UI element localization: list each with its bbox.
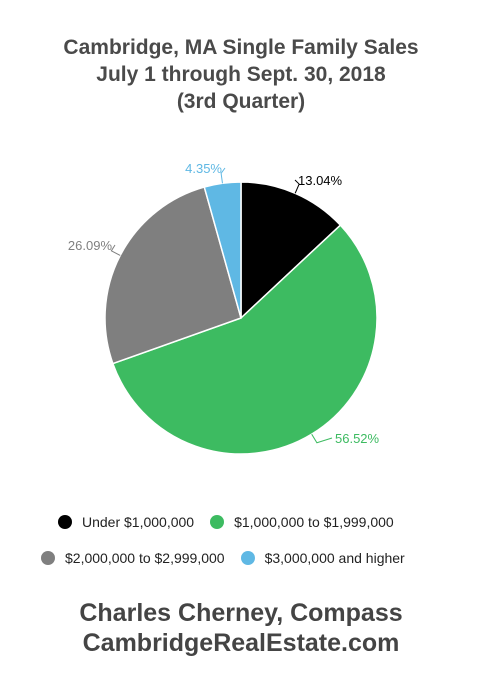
pie-chart: 13.04% 56.52% 26.09% 4.35%	[68, 161, 380, 455]
chart-title-line-3: (3rd Quarter)	[176, 90, 306, 113]
legend-item-1m-2m: $1,000,000 to $1,999,000	[210, 514, 394, 530]
legend-item-2m-3m: $2,000,000 to $2,999,000	[41, 550, 225, 566]
legend-label-3m-plus: $3,000,000 and higher	[264, 550, 405, 566]
leader-line-3	[220, 167, 226, 184]
leader-line-1	[311, 433, 333, 444]
chart-title: Cambridge, MA Single Family Sales July 1…	[0, 34, 482, 115]
chart-title-line-1: Cambridge, MA Single Family Sales	[63, 36, 419, 59]
data-label-1: 56.52%	[335, 431, 380, 446]
pie-slice-0	[240, 181, 342, 320]
legend-item-3m-plus: $3,000,000 and higher	[240, 550, 405, 566]
data-label-3: 4.35%	[185, 161, 222, 176]
footer-credit: Charles Cherney, Compass CambridgeRealEs…	[0, 598, 482, 658]
legend-label-under-1m: Under $1,000,000	[82, 514, 195, 530]
leader-line-0	[294, 179, 300, 194]
legend-swatch-1m-2m	[210, 515, 225, 529]
legend-swatch-2m-3m	[41, 551, 55, 565]
data-label-2: 26.09%	[68, 238, 113, 253]
pie-slice-1	[111, 224, 378, 455]
legend-label-1m-2m: $1,000,000 to $1,999,000	[234, 514, 394, 530]
legend-label-2m-3m: $2,000,000 to $2,999,000	[65, 550, 225, 566]
legend-swatch-3m-plus	[240, 551, 255, 565]
legend-swatch-under-1m	[58, 515, 72, 529]
footer-line-2: CambridgeRealEstate.com	[82, 629, 400, 657]
legend-row-1: Under $1,000,000 $1,000,000 to $1,999,00…	[58, 514, 410, 530]
leader-line-2	[110, 244, 121, 256]
footer-line-1: Charles Cherney, Compass	[79, 599, 403, 627]
legend-row-2: $2,000,000 to $2,999,000 $3,000,000 and …	[41, 550, 421, 566]
legend-item-under-1m: Under $1,000,000	[58, 514, 194, 530]
chart-title-line-2: July 1 through Sept. 30, 2018	[96, 63, 386, 86]
pie-slice-2	[104, 186, 242, 365]
data-label-0: 13.04%	[298, 173, 343, 188]
